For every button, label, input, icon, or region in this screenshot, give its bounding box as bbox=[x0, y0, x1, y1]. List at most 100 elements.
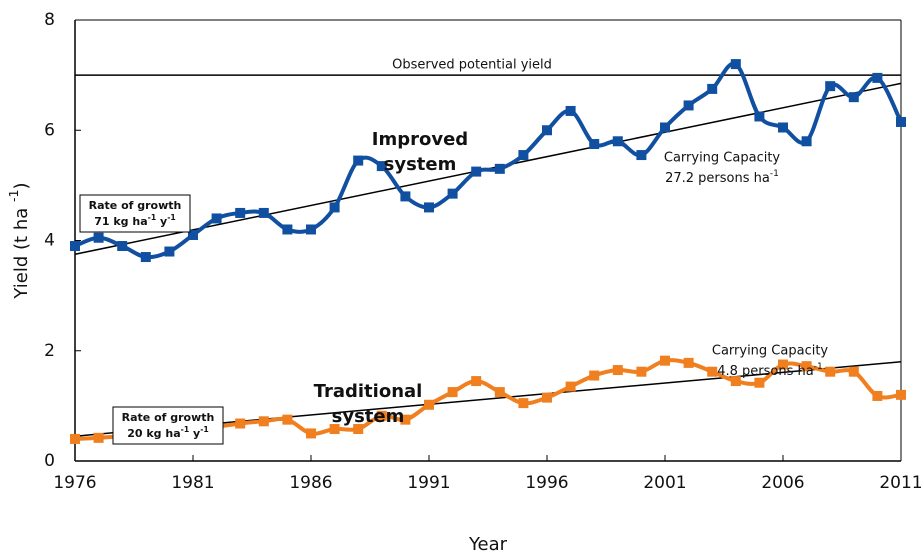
marker bbox=[235, 418, 246, 429]
marker bbox=[353, 155, 364, 166]
capacity-value-part: -1 bbox=[814, 362, 823, 372]
series-name: Traditional bbox=[314, 381, 423, 402]
marker bbox=[494, 163, 505, 174]
capacity-value-part: 4.8 persons ha bbox=[717, 364, 813, 379]
marker bbox=[707, 366, 718, 377]
marker bbox=[707, 83, 718, 94]
marker bbox=[778, 359, 788, 370]
marker bbox=[494, 387, 505, 398]
rate-value-part: 20 kg ha bbox=[127, 427, 180, 440]
marker bbox=[471, 166, 482, 177]
marker bbox=[93, 432, 104, 443]
y-tick-label: 2 bbox=[44, 341, 55, 361]
rate-value-part: -1 bbox=[200, 425, 209, 434]
marker bbox=[258, 207, 269, 218]
rate-value: 71 kg ha-1 y-1 bbox=[94, 213, 176, 229]
rate-box bbox=[112, 406, 224, 445]
marker bbox=[801, 361, 812, 372]
marker bbox=[872, 72, 883, 83]
y-axis-label-part: Yield (t ha bbox=[11, 202, 32, 300]
rate-value-part: -1 bbox=[148, 213, 157, 222]
x-tick-label: 2006 bbox=[761, 473, 804, 493]
x-tick-label: 2011 bbox=[879, 473, 921, 493]
series-name: system bbox=[332, 406, 405, 427]
x-tick-label: 1981 bbox=[171, 473, 214, 493]
marker bbox=[164, 246, 175, 257]
marker bbox=[329, 202, 340, 213]
marker bbox=[447, 188, 458, 199]
capacity-title: Carrying Capacity bbox=[712, 344, 829, 359]
marker bbox=[471, 376, 482, 387]
marker bbox=[848, 92, 859, 103]
marker bbox=[896, 389, 906, 400]
marker bbox=[730, 59, 741, 70]
marker bbox=[754, 377, 765, 388]
y-axis-label: Yield (t ha -1) bbox=[6, 182, 32, 299]
rate-title: Rate of growth bbox=[122, 411, 215, 424]
marker bbox=[306, 224, 316, 235]
marker bbox=[93, 232, 104, 243]
marker bbox=[660, 122, 670, 133]
marker bbox=[683, 100, 694, 111]
rate-value: 20 kg ha-1 y-1 bbox=[127, 425, 209, 441]
x-tick-label: 1976 bbox=[53, 473, 96, 493]
y-axis-label-part: ) bbox=[11, 182, 32, 189]
marker bbox=[235, 207, 246, 218]
capacity-title: Carrying Capacity bbox=[664, 151, 781, 166]
rate-value-part: -1 bbox=[181, 425, 190, 434]
marker bbox=[376, 161, 387, 172]
marker bbox=[542, 125, 552, 136]
marker bbox=[848, 366, 859, 377]
marker bbox=[400, 414, 411, 425]
marker bbox=[329, 424, 340, 435]
marker bbox=[872, 390, 883, 401]
marker bbox=[612, 136, 623, 147]
marker bbox=[825, 366, 836, 377]
y-axis-label-part: -1 bbox=[6, 189, 21, 202]
marker bbox=[424, 202, 434, 213]
marker bbox=[896, 116, 906, 127]
marker bbox=[70, 433, 80, 444]
marker bbox=[660, 355, 670, 366]
marker bbox=[589, 139, 600, 150]
marker bbox=[801, 136, 812, 147]
marker bbox=[70, 241, 80, 252]
x-tick-label: 1991 bbox=[407, 473, 450, 493]
marker bbox=[140, 252, 151, 263]
rate-title: Rate of growth bbox=[89, 199, 182, 212]
marker bbox=[400, 191, 411, 202]
marker bbox=[282, 224, 293, 235]
capacity-value-part: -1 bbox=[770, 169, 779, 179]
marker bbox=[730, 376, 741, 387]
capacity-value: 4.8 persons ha-1 bbox=[717, 362, 823, 379]
rate-value-part: y bbox=[156, 215, 167, 228]
series-name: system bbox=[384, 154, 457, 175]
y-tick-label: 0 bbox=[44, 451, 55, 471]
marker bbox=[754, 111, 765, 122]
marker bbox=[636, 150, 647, 161]
marker bbox=[636, 366, 647, 377]
y-tick-label: 8 bbox=[44, 10, 55, 30]
rate-box bbox=[79, 194, 191, 233]
marker bbox=[376, 410, 387, 421]
x-tick-label: 1986 bbox=[289, 473, 332, 493]
rate-value-part: -1 bbox=[167, 213, 176, 222]
marker bbox=[258, 416, 269, 427]
rate-value-part: y bbox=[189, 427, 200, 440]
x-axis-label: Year bbox=[468, 534, 508, 555]
marker bbox=[188, 229, 198, 240]
marker bbox=[353, 424, 364, 435]
capacity-value: 27.2 persons ha-1 bbox=[665, 169, 779, 186]
x-tick-label: 1996 bbox=[525, 473, 568, 493]
marker bbox=[825, 81, 836, 92]
marker bbox=[683, 357, 694, 368]
marker bbox=[424, 399, 434, 410]
marker bbox=[612, 365, 623, 376]
marker bbox=[447, 387, 458, 398]
marker bbox=[589, 370, 600, 381]
marker bbox=[542, 392, 552, 403]
series-name: Improved bbox=[372, 129, 468, 150]
marker bbox=[778, 122, 788, 133]
marker bbox=[117, 241, 128, 252]
